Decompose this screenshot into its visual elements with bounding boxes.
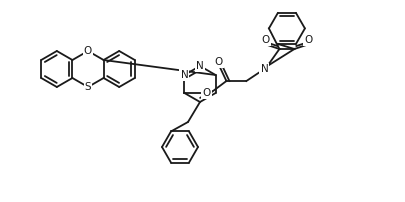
Text: O: O [304,35,313,45]
Text: N: N [196,61,204,71]
Text: O: O [214,57,222,67]
Text: O: O [84,46,92,56]
Text: O: O [202,88,211,98]
Text: N: N [260,64,268,74]
Text: O: O [261,35,270,45]
Text: N: N [181,70,188,80]
Text: S: S [85,82,91,92]
